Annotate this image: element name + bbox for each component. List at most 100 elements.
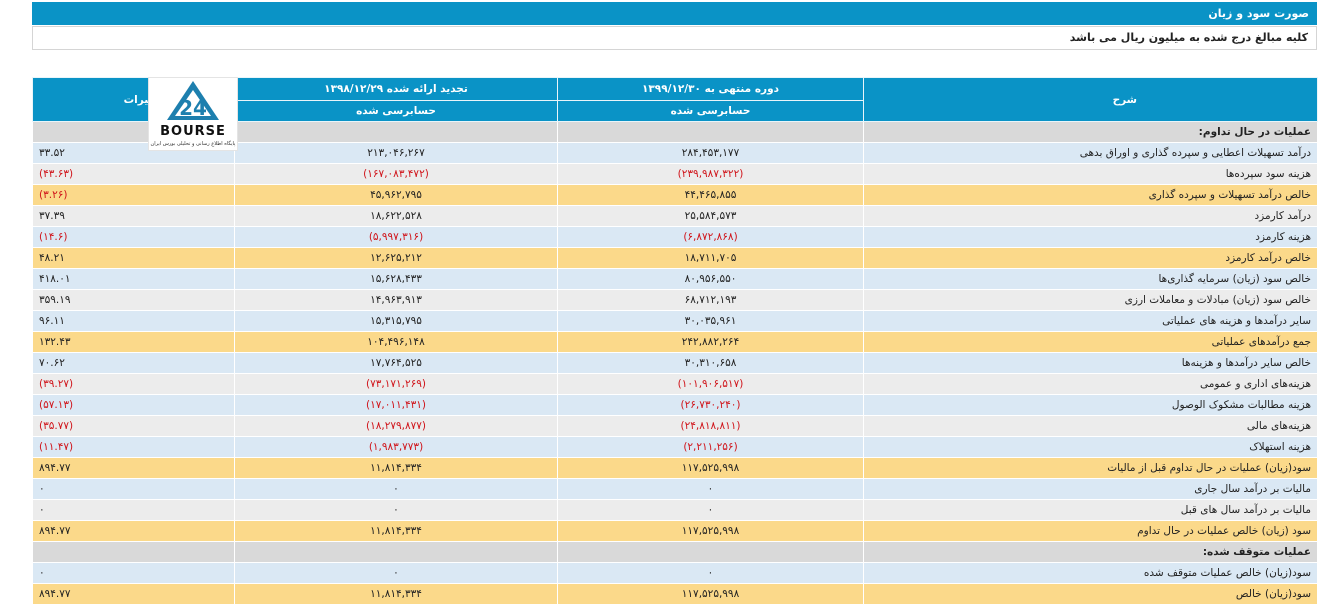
row-change-percent: ۸۹۴.۷۷ xyxy=(32,583,235,605)
row-restated-value: ۱۵,۳۱۵,۷۹۵ xyxy=(234,310,558,332)
row-description: عملیات در حال تداوم: xyxy=(863,121,1318,143)
table-row: سود(زیان) خالص ۱۱۷,۵۲۵,۹۹۸ ۱۱,۸۱۴,۳۳۴ ۸۹۴.۷… xyxy=(32,583,1318,605)
table-row: درآمد کارمزد ۲۵,۵۸۴,۵۷۳ ۱۸,۶۲۲,۵۲۸ ۳۷.۳۹ xyxy=(32,205,1318,227)
row-description: سایر درآمدها و هزینه های عملیاتی xyxy=(863,310,1318,332)
column-header-restated-period: تجدید ارائه شده ۱۳۹۸/۱۲/۲۹ xyxy=(234,77,558,101)
row-description: خالص درآمد تسهیلات و سپرده گذاری xyxy=(863,184,1318,206)
row-current-value: ۲۴۲,۸۸۲,۲۶۴ xyxy=(557,331,864,353)
row-restated-value: ۴۵,۹۶۲,۷۹۵ xyxy=(234,184,558,206)
row-change-percent: ۸۹۴.۷۷ xyxy=(32,520,235,542)
row-description: سود (زیان) خالص عملیات در حال تداوم xyxy=(863,520,1318,542)
table-row: جمع درآمدهای عملیاتی ۲۴۲,۸۸۲,۲۶۴ ۱۰۴,۴۹۶,۱… xyxy=(32,331,1318,353)
section-row: عملیات متوقف شده: xyxy=(32,541,1318,563)
row-restated-value: (۵,۹۹۷,۳۱۶) xyxy=(234,226,558,248)
row-current-value: ۱۱۷,۵۲۵,۹۹۸ xyxy=(557,457,864,479)
row-change-percent: (۳۵.۷۷) xyxy=(32,415,235,437)
row-restated-value: ۱۱,۸۱۴,۳۳۴ xyxy=(234,457,558,479)
row-description: سود(زیان) خالص xyxy=(863,583,1318,605)
row-current-value: ۲۵,۵۸۴,۵۷۳ xyxy=(557,205,864,227)
row-change-percent: (۵۷.۱۳) xyxy=(32,394,235,416)
column-header-description: شرح xyxy=(863,77,1318,122)
row-change-percent: (۴۳.۶۳) xyxy=(32,163,235,185)
table-body: عملیات در حال تداوم: درآمد تسهیلات اعطایی… xyxy=(32,121,1318,605)
row-restated-value: (۷۳,۱۷۱,۲۶۹) xyxy=(234,373,558,395)
row-current-value: ۱۱۷,۵۲۵,۹۹۸ xyxy=(557,520,864,542)
logo-caption: پایگاه اطلاع رسانی و تحلیلی بورس ایران xyxy=(151,140,236,147)
row-restated-value: ۰ xyxy=(234,478,558,500)
row-restated-value: (۱۸,۲۷۹,۸۷۷) xyxy=(234,415,558,437)
row-description: جمع درآمدهای عملیاتی xyxy=(863,331,1318,353)
row-current-value: ۲۸۴,۴۵۳,۱۷۷ xyxy=(557,142,864,164)
table-row: درآمد تسهیلات اعطایی و سپرده گذاری و اور… xyxy=(32,142,1318,164)
row-change-percent xyxy=(32,541,235,563)
row-restated-value: ۱۷,۷۶۴,۵۲۵ xyxy=(234,352,558,374)
row-change-percent: ۱۳۲.۴۳ xyxy=(32,331,235,353)
income-statement-table: شرح دوره منتهی به ۱۳۹۹/۱۲/۳۰ تجدید ارائه… xyxy=(32,77,1318,605)
row-description: مالیات بر درآمد سال های قبل xyxy=(863,499,1318,521)
bourse-logo: 24 BOURSE پایگاه اطلاع رسانی و تحلیلی بو… xyxy=(148,77,238,151)
row-restated-value: ۰ xyxy=(234,562,558,584)
row-restated-value: ۱۲,۶۲۵,۲۱۲ xyxy=(234,247,558,269)
row-current-value: (۲۴,۸۱۸,۸۱۱) xyxy=(557,415,864,437)
row-change-percent: (۱۱.۴۷) xyxy=(32,436,235,458)
column-header-current-period: دوره منتهی به ۱۳۹۹/۱۲/۳۰ xyxy=(557,77,864,101)
row-description: هزینه‌های اداری و عمومی xyxy=(863,373,1318,395)
row-restated-value: (۱۶۷,۰۸۳,۴۷۲) xyxy=(234,163,558,185)
row-current-value: ۴۴,۴۶۵,۸۵۵ xyxy=(557,184,864,206)
row-current-value: (۲,۲۱۱,۲۵۶) xyxy=(557,436,864,458)
table-row: سایر درآمدها و هزینه های عملیاتی ۳۰,۰۳۵,۹… xyxy=(32,310,1318,332)
row-change-percent: ۴۸.۲۱ xyxy=(32,247,235,269)
row-current-value: ۸۰,۹۵۶,۵۵۰ xyxy=(557,268,864,290)
row-current-value: (۱۰۱,۹۰۶,۵۱۷) xyxy=(557,373,864,395)
row-restated-value xyxy=(234,541,558,563)
row-change-percent: (۳.۲۶) xyxy=(32,184,235,206)
row-description: خالص سود (زیان) مبادلات و معاملات ارزی xyxy=(863,289,1318,311)
row-description: خالص سایر درآمدها و هزینه‌ها xyxy=(863,352,1318,374)
row-current-value: (۶,۸۷۲,۸۶۸) xyxy=(557,226,864,248)
row-current-value: ۱۱۷,۵۲۵,۹۹۸ xyxy=(557,583,864,605)
row-description: هزینه سود سپرده‌ها xyxy=(863,163,1318,185)
row-description: هزینه کارمزد xyxy=(863,226,1318,248)
row-description: مالیات بر درآمد سال جاری xyxy=(863,478,1318,500)
row-restated-value: ۱۵,۶۲۸,۴۳۳ xyxy=(234,268,558,290)
row-description: درآمد کارمزد xyxy=(863,205,1318,227)
column-subheader-current-status: حسابرسی شده xyxy=(557,100,864,122)
row-description: هزینه استهلاک xyxy=(863,436,1318,458)
row-change-percent: (۱۴.۶) xyxy=(32,226,235,248)
table-row: هزینه استهلاک (۲,۲۱۱,۲۵۶) (۱,۹۸۳,۷۷۳) (۱۱.۴… xyxy=(32,436,1318,458)
table-row: سود(زیان) خالص عملیات متوقف شده ۰ ۰ ۰ xyxy=(32,562,1318,584)
units-note: کلیه مبالغ درج شده به میلیون ریال می باش… xyxy=(32,26,1317,50)
row-description: هزینه‌های مالی xyxy=(863,415,1318,437)
row-current-value: (۲۳۹,۹۸۷,۳۲۲) xyxy=(557,163,864,185)
row-current-value xyxy=(557,541,864,563)
row-current-value: ۱۸,۷۱۱,۷۰۵ xyxy=(557,247,864,269)
row-current-value: (۲۶,۷۳۰,۲۴۰) xyxy=(557,394,864,416)
table-row: هزینه کارمزد (۶,۸۷۲,۸۶۸) (۵,۹۹۷,۳۱۶) (۱۴.۶) xyxy=(32,226,1318,248)
column-subheader-restated-status: حسابرسی شده xyxy=(234,100,558,122)
row-restated-value: ۱۱,۸۱۴,۳۳۴ xyxy=(234,583,558,605)
row-change-percent: ۰ xyxy=(32,478,235,500)
row-restated-value: (۱۷,۰۱۱,۴۳۱) xyxy=(234,394,558,416)
row-description: عملیات متوقف شده: xyxy=(863,541,1318,563)
row-restated-value xyxy=(234,121,558,143)
row-current-value: ۳۰,۳۱۰,۶۵۸ xyxy=(557,352,864,374)
row-restated-value: ۲۱۳,۰۴۶,۲۶۷ xyxy=(234,142,558,164)
row-change-percent: (۳۹.۲۷) xyxy=(32,373,235,395)
table-row: خالص سود (زیان) سرمایه گذاری‌ها ۸۰,۹۵۶,۵۵… xyxy=(32,268,1318,290)
row-change-percent: ۸۹۴.۷۷ xyxy=(32,457,235,479)
row-current-value: ۰ xyxy=(557,478,864,500)
table-row: هزینه سود سپرده‌ها (۲۳۹,۹۸۷,۳۲۲) (۱۶۷,۰۸۳,… xyxy=(32,163,1318,185)
row-restated-value: ۱۸,۶۲۲,۵۲۸ xyxy=(234,205,558,227)
table-row: هزینه‌های اداری و عمومی (۱۰۱,۹۰۶,۵۱۷) (۷۳,… xyxy=(32,373,1318,395)
table-row: خالص درآمد کارمزد ۱۸,۷۱۱,۷۰۵ ۱۲,۶۲۵,۲۱۲ ۴۸.… xyxy=(32,247,1318,269)
row-restated-value: ۱۱,۸۱۴,۳۳۴ xyxy=(234,520,558,542)
bourse-logo-icon: 24 BOURSE پایگاه اطلاع رسانی و تحلیلی بو… xyxy=(151,81,236,147)
row-description: خالص سود (زیان) سرمایه گذاری‌ها xyxy=(863,268,1318,290)
row-change-percent: ۰ xyxy=(32,499,235,521)
row-description: سود(زیان) عملیات در حال تداوم قبل از مال… xyxy=(863,457,1318,479)
logo-wordmark: BOURSE xyxy=(160,124,226,139)
table-row: خالص سود (زیان) مبادلات و معاملات ارزی ۶۸… xyxy=(32,289,1318,311)
row-change-percent: ۴۱۸.۰۱ xyxy=(32,268,235,290)
logo-mark: 24 xyxy=(179,96,207,120)
row-restated-value: ۰ xyxy=(234,499,558,521)
